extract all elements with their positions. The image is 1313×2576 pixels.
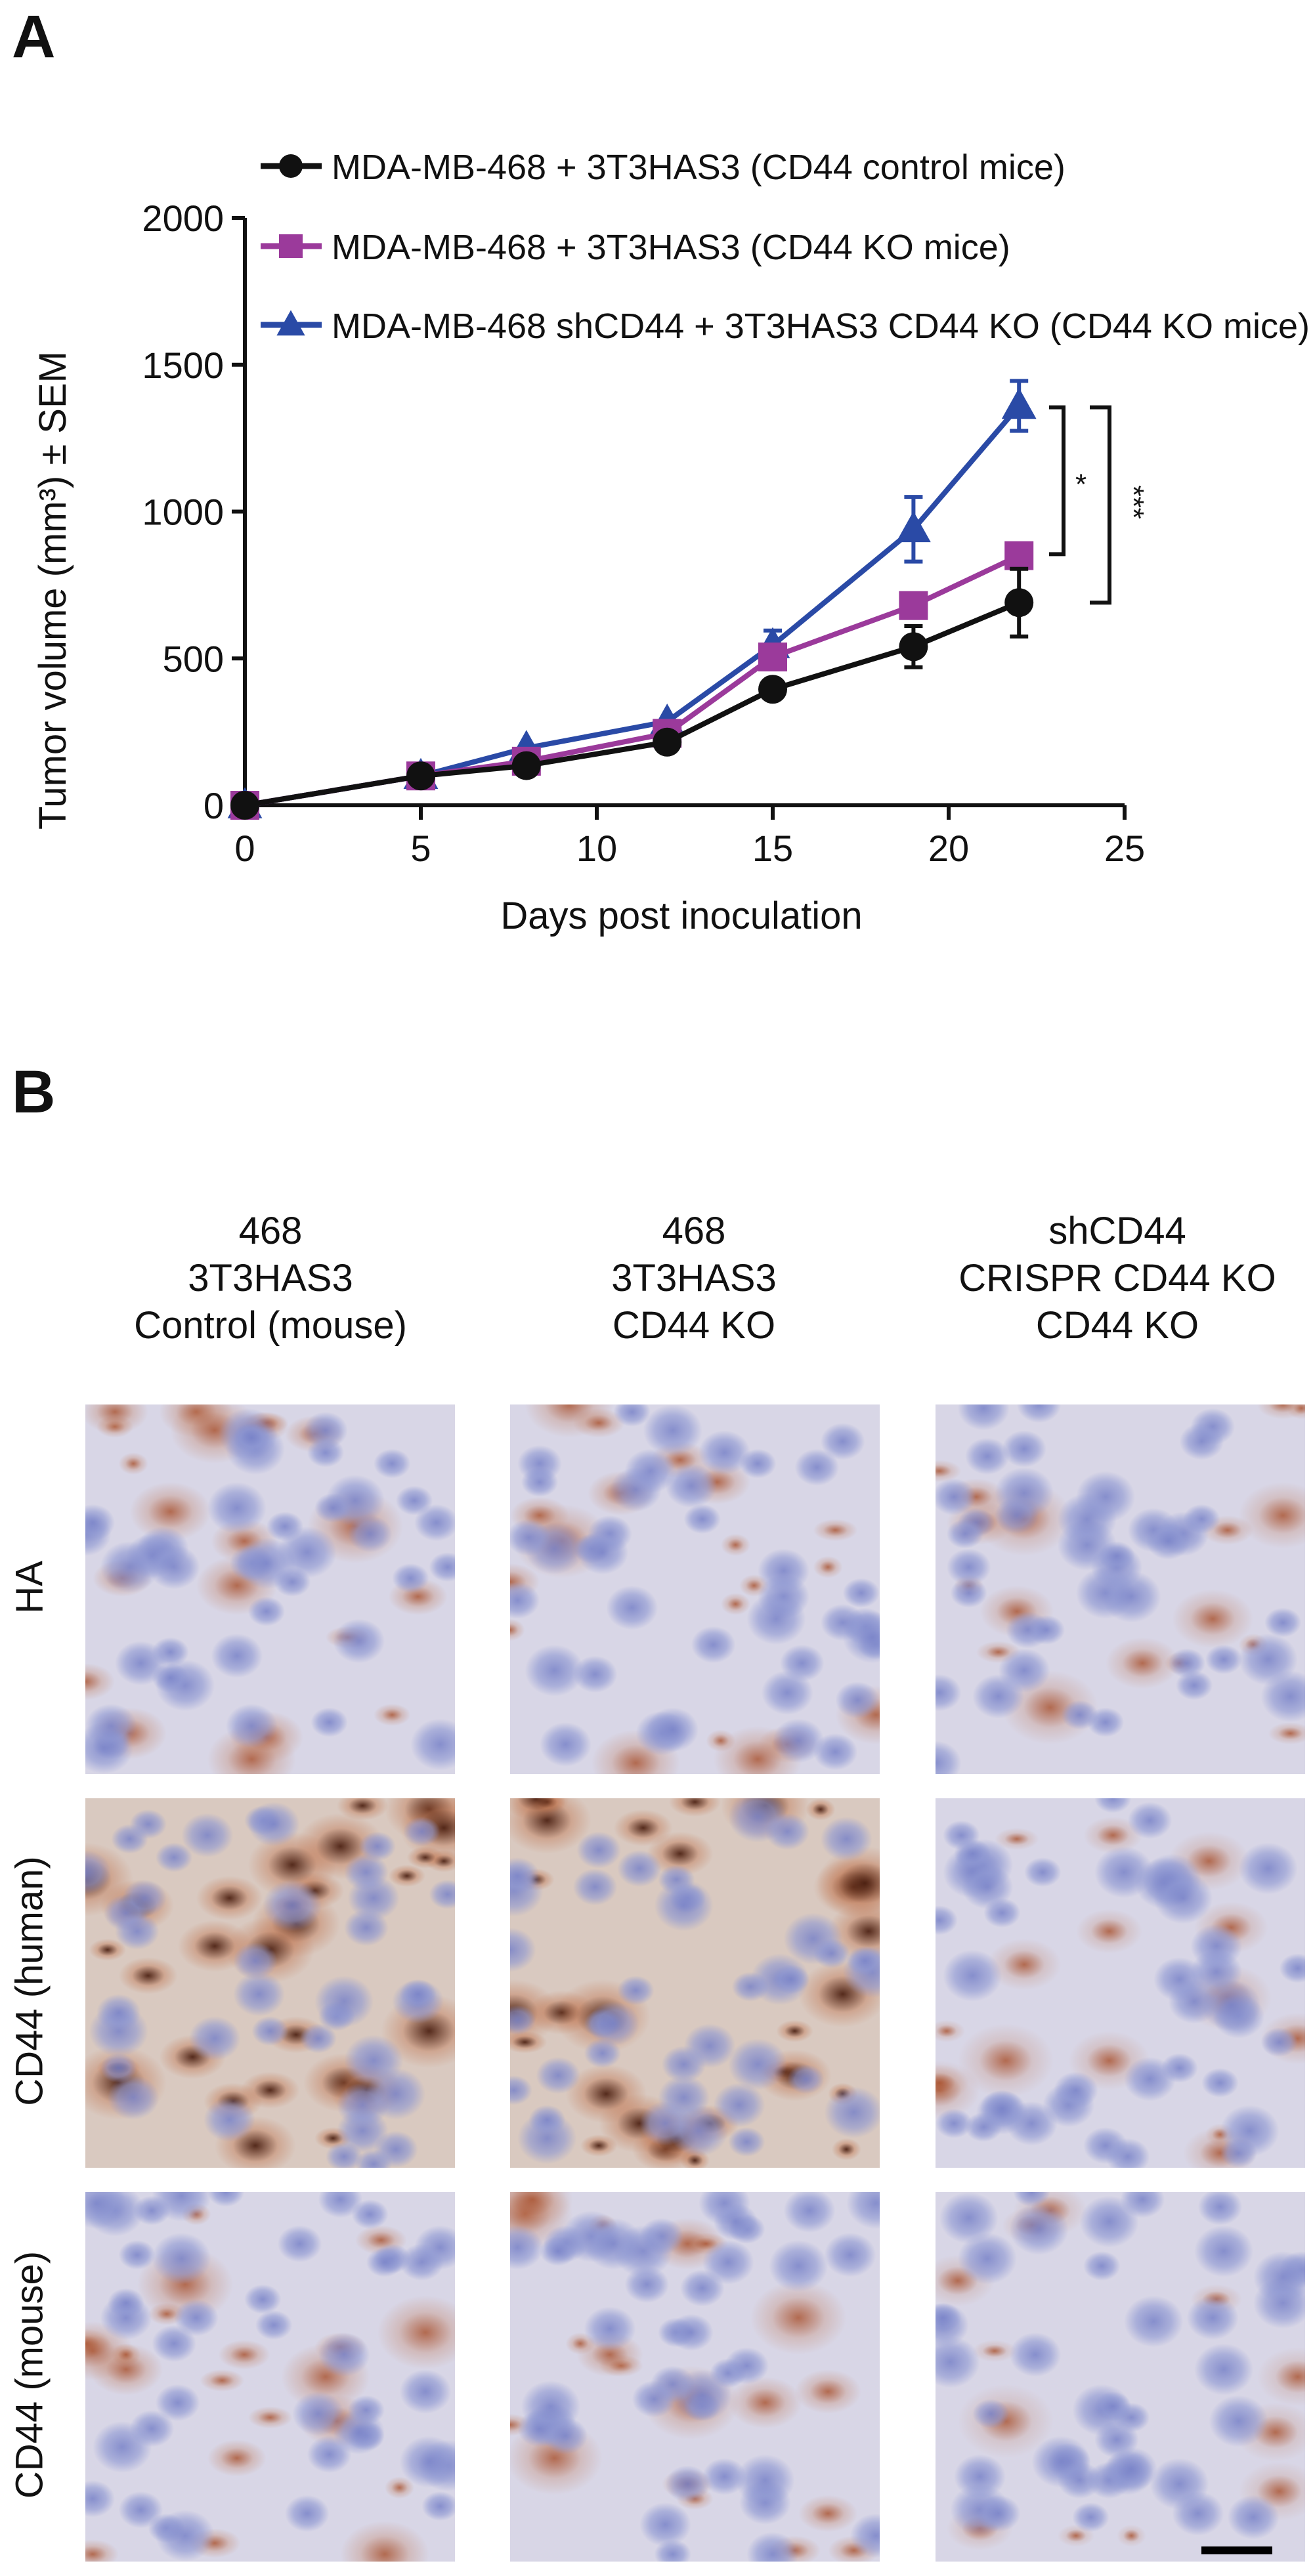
x-tick-label: 0	[234, 828, 255, 869]
micrograph-ha-shcd44	[936, 1404, 1305, 1774]
micrograph-cd44-human-control	[85, 1798, 455, 2168]
x-tick-label: 10	[576, 828, 617, 869]
scale-bar	[1201, 2546, 1272, 2554]
y-tick-label: 500	[163, 638, 224, 679]
panel-label-a: A	[12, 3, 56, 70]
significance-triple-star: ***	[1117, 485, 1150, 518]
chart-legend: MDA-MB-468 + 3T3HAS3 (CD44 control mice)…	[261, 148, 1310, 346]
y-tick-label: 0	[204, 785, 224, 826]
row-label-cd44-human: CD44 (human)	[8, 1856, 51, 2106]
series-1	[230, 541, 1034, 820]
y-tick-label: 1500	[142, 345, 224, 386]
micrograph-ha-control	[85, 1404, 455, 1774]
column-title-shcd44: shCD44 CRISPR CD44 KO CD44 KO	[958, 1210, 1276, 1347]
y-tick-label: 1000	[142, 492, 224, 533]
y-axis-title: Tumor volume (mm³) ± SEM	[32, 351, 74, 830]
significance-star: *	[1075, 469, 1087, 501]
chart-axes: 0 500 1000 1500 2000 0 5 10 15 20 25 Days post inoc…	[32, 198, 1145, 937]
panel-label-b: B	[12, 1059, 56, 1126]
micrograph-ha-cd44-ko	[510, 1404, 880, 1774]
row-label-ha: HA	[8, 1561, 51, 1614]
x-axis-title: Days post inoculation	[500, 895, 862, 937]
x-tick-label: 20	[928, 828, 969, 869]
series-0	[230, 566, 1034, 820]
micrograph-cd44-mouse-shcd44	[936, 2192, 1305, 2562]
column-title-cd44-ko: 468 3T3HAS3 CD44 KO	[611, 1210, 777, 1347]
chart-series	[227, 379, 1037, 820]
micrograph-cd44-human-cd44-ko	[510, 1798, 880, 2168]
x-tick-label: 5	[410, 828, 431, 869]
micrograph-cd44-human-shcd44	[936, 1798, 1305, 2168]
significance-brackets: ****	[1049, 405, 1150, 605]
micrograph-cd44-mouse-control	[85, 2192, 455, 2562]
x-tick-label: 15	[752, 828, 793, 869]
column-title-control: 468 3T3HAS3 Control (mouse)	[134, 1210, 407, 1347]
tumor-volume-chart: 0 500 1000 1500 2000 0 5 10 15 20 25 Days post inoc…	[32, 148, 1310, 937]
row-label-cd44-mouse: CD44 (mouse)	[8, 2250, 51, 2499]
y-tick-label: 2000	[142, 198, 224, 239]
legend-entry-2: MDA-MB-468 shCD44 + 3T3HAS3 CD44 KO (CD4…	[332, 306, 1310, 346]
legend-entry-0: MDA-MB-468 + 3T3HAS3 (CD44 control mice)	[332, 148, 1065, 187]
micrograph-cd44-mouse-cd44-ko	[510, 2192, 880, 2562]
x-tick-label: 25	[1104, 828, 1145, 869]
legend-entry-1: MDA-MB-468 + 3T3HAS3 (CD44 KO mice)	[332, 228, 1010, 267]
